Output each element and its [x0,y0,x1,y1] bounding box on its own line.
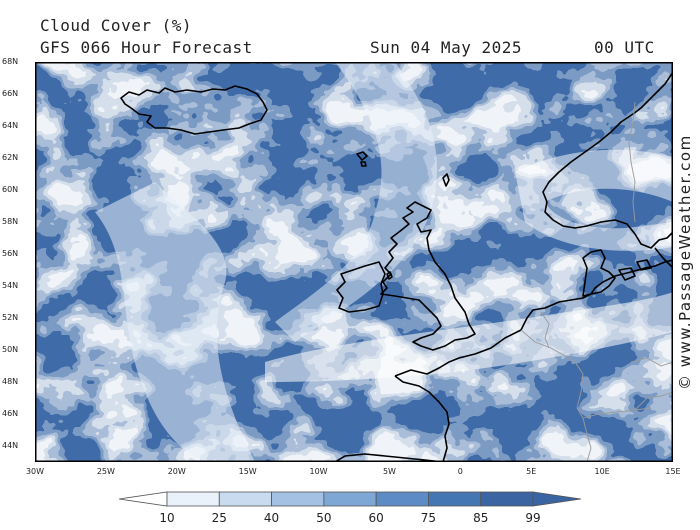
legend-tick-99: 99 [525,511,540,525]
cloud-cover-map [35,62,673,462]
isle-of-man-coast [386,271,393,280]
forecast-time-label: 00 UTC [594,38,655,57]
faroe-coast [356,151,368,167]
legend-tick-50: 50 [316,511,331,525]
forecast-model-label: GFS 066 Hour Forecast [40,38,253,57]
lat-label-64n: 64N [2,121,19,130]
lon-label-25w: 25W [96,467,115,476]
lon-label-15e: 15E [665,467,681,476]
lat-label-56n: 56N [2,249,19,258]
legend-swatch-10 [166,491,220,507]
lon-label-15w: 15W [238,467,257,476]
lat-label-48n: 48N [2,377,19,386]
biscay-coast [394,375,450,462]
lat-label-44n: 44N [2,441,19,450]
credit-label: © www.PassageWeather.com [676,134,694,390]
lat-label-46n: 46N [2,409,19,418]
ireland-coast [336,261,386,313]
iberia-north-coast [334,453,444,462]
denmark-coast [582,249,616,297]
border-czech [630,357,673,367]
norway-coast [542,71,673,249]
legend-swatch-50 [323,491,377,507]
border-germany-france [576,373,584,419]
legend-arrow-high [532,491,582,507]
legend-swatch-85 [480,491,534,507]
lat-label-54n: 54N [2,281,19,290]
border-switzerland [582,407,652,419]
lat-label-60n: 60N [2,185,19,194]
lat-label-62n: 62N [2,153,19,162]
lat-label-66n: 66N [2,89,19,98]
legend-tick-40: 40 [264,511,279,525]
cloud-cover-legend: 10 25 40 50 60 75 85 99 [118,491,582,525]
border-belgium-france [520,329,584,375]
lon-label-10w: 10W [309,467,328,476]
cloud-band-atlantic [95,182,255,462]
lat-label-50n: 50N [2,345,19,354]
lon-label-20w: 20W [167,467,186,476]
forecast-date-label: Sun 04 May 2025 [370,38,522,57]
legend-swatch-60 [375,491,429,507]
lat-label-58n: 58N [2,217,19,226]
lon-label-30w: 30W [25,467,45,476]
border-netherlands-germany [540,311,550,349]
lon-label-5e: 5E [526,467,537,476]
legend-tick-75: 75 [421,511,436,525]
legend-tick-60: 60 [369,511,384,525]
legend-swatch-25 [218,491,272,507]
danish-islands-coast [618,259,652,281]
map-title: Cloud Cover (%) [40,16,192,35]
lat-label-68n: 68N [2,57,19,66]
france-coast [394,259,673,377]
lon-label-10e: 10E [594,467,610,476]
lon-label-0: 0 [457,467,463,476]
legend-swatch-75 [428,491,482,507]
lat-label-52n: 52N [2,313,19,322]
legend-tick-10: 10 [159,511,174,525]
great-britain-coast [380,201,476,351]
map-frame [35,62,673,462]
border-norway-sweden [628,101,636,223]
legend-swatch-40 [271,491,325,507]
iceland-coast [120,85,268,135]
legend-tick-25: 25 [212,511,227,525]
borders-layer [520,101,673,462]
legend-arrow-low [118,491,168,507]
cloud-band-central [275,62,437,342]
border-italy [582,417,592,462]
shetland-coast [442,173,450,187]
lon-label-5w: 5W [382,467,396,476]
border-austria [634,391,673,411]
legend-tick-85: 85 [473,511,488,525]
